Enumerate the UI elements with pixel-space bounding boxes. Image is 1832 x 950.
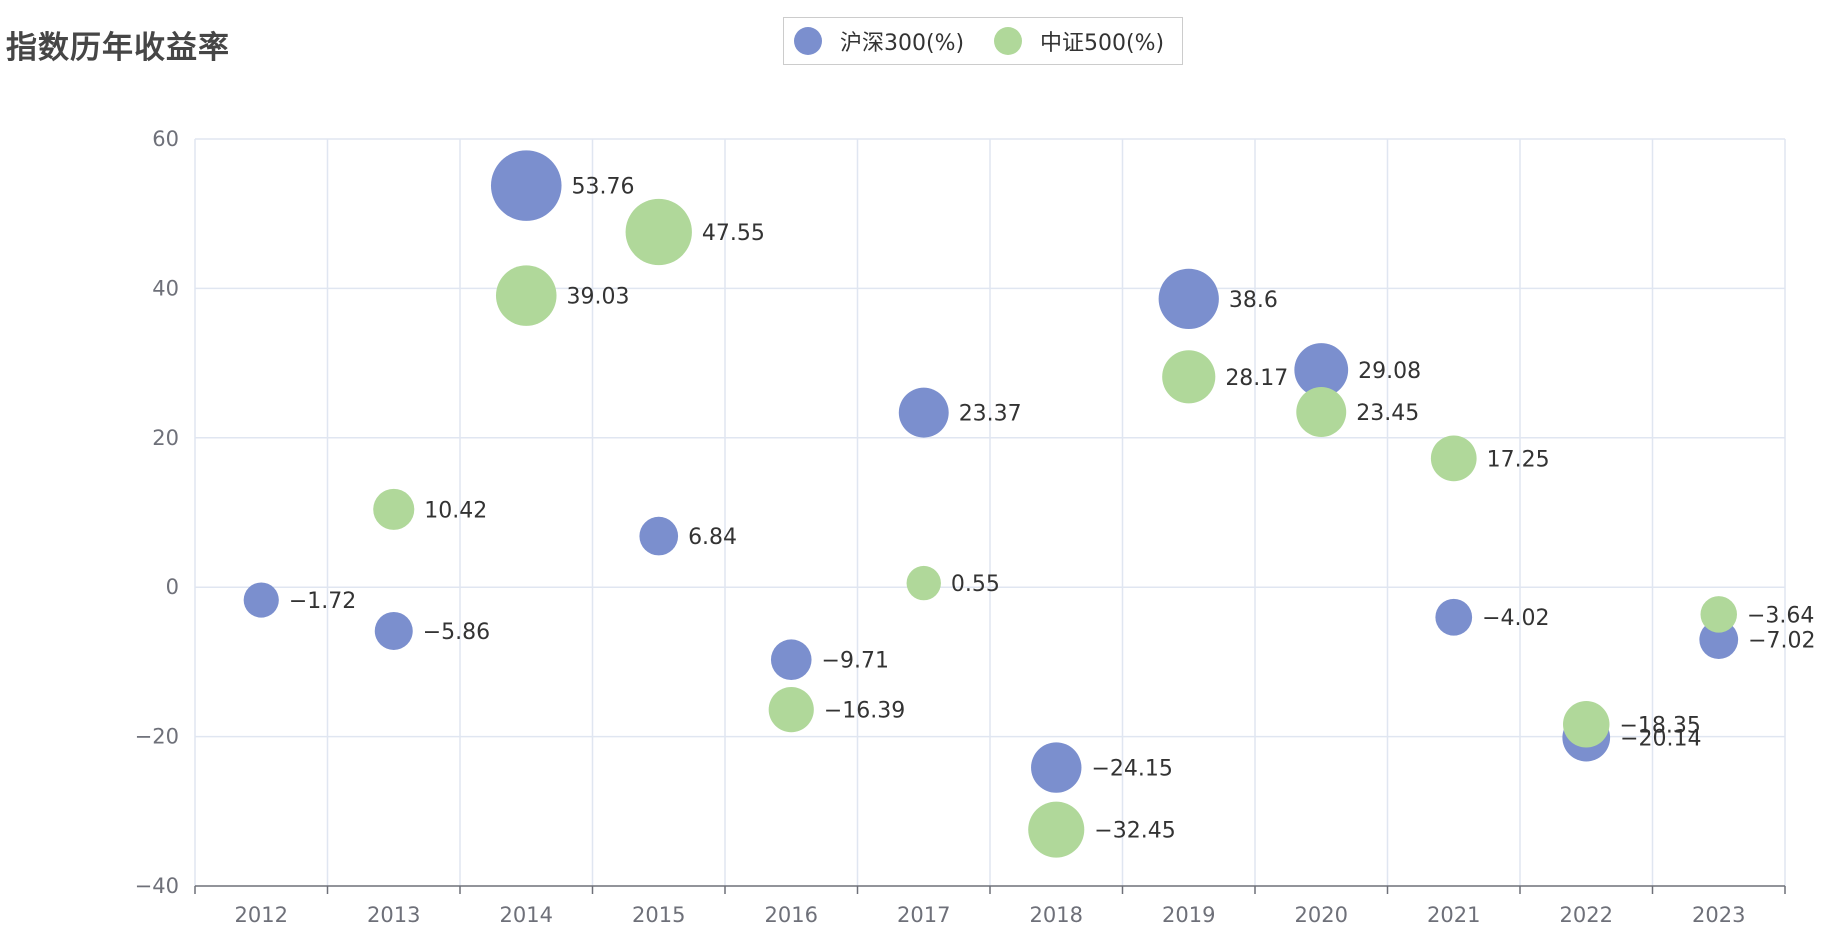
x-tick-label: 2019 (1162, 903, 1215, 927)
legend-item-csi500[interactable]: 中证500(%) (994, 18, 1164, 64)
data-label: 38.6 (1229, 288, 1278, 313)
data-label: −5.86 (423, 620, 490, 645)
data-label: 29.08 (1358, 359, 1421, 384)
legend-label-csi500: 中证500(%) (1040, 31, 1165, 56)
data-point[interactable] (1430, 435, 1477, 482)
legend-item-csi300[interactable]: 沪深300(%) (794, 18, 964, 64)
data-label: 10.42 (424, 498, 487, 523)
data-label: 28.17 (1225, 366, 1288, 391)
data-point[interactable] (373, 488, 415, 530)
x-tick-label: 2014 (500, 903, 553, 927)
legend: 沪深300(%) 中证500(%) (783, 17, 1183, 65)
data-point[interactable] (898, 387, 949, 438)
legend-swatch-csi500 (994, 27, 1022, 55)
series-csi500 (373, 198, 1737, 858)
data-label: −3.64 (1747, 603, 1814, 628)
x-tick-label: 2023 (1692, 903, 1745, 927)
data-label: 47.55 (702, 221, 765, 246)
data-point[interactable] (1294, 343, 1349, 397)
data-label: 6.84 (688, 525, 737, 550)
y-tick-label: 0 (166, 575, 179, 599)
data-point[interactable] (1158, 268, 1219, 329)
data-point[interactable] (243, 582, 279, 618)
legend-label-csi300: 沪深300(%) (840, 31, 965, 56)
data-point[interactable] (1162, 350, 1216, 404)
data-label: −20.14 (1620, 727, 1701, 752)
x-tick-label: 2016 (765, 903, 818, 927)
x-tick-label: 2017 (897, 903, 950, 927)
data-point[interactable] (625, 198, 692, 266)
y-tick-label: −40 (135, 874, 179, 898)
data-label: 23.37 (959, 402, 1022, 427)
data-point[interactable] (1031, 742, 1082, 793)
x-tick-label: 2018 (1030, 903, 1083, 927)
x-tick-label: 2012 (235, 903, 288, 927)
data-label: 17.25 (1487, 447, 1550, 472)
legend-swatch-csi300 (794, 27, 822, 55)
chart-title: 指数历年收益率 (6, 30, 230, 66)
x-tick-label: 2020 (1295, 903, 1348, 927)
data-point[interactable] (490, 150, 562, 221)
data-label: −32.45 (1094, 819, 1175, 844)
data-point[interactable] (1563, 701, 1610, 748)
grid-lines (194, 138, 1786, 886)
data-label: −24.15 (1091, 757, 1172, 782)
data-point[interactable] (495, 265, 557, 326)
data-label: −1.72 (289, 589, 356, 614)
data-point[interactable] (906, 565, 941, 601)
data-point[interactable] (768, 687, 814, 733)
y-tick-label: −20 (135, 725, 179, 749)
x-tick-label: 2022 (1560, 903, 1613, 927)
x-tick-label: 2021 (1427, 903, 1480, 927)
data-label: −18.35 (1619, 713, 1700, 738)
data-label: 53.76 (572, 175, 635, 200)
data-point[interactable] (1028, 801, 1085, 858)
data-point[interactable] (1435, 598, 1473, 636)
data-point[interactable] (1700, 596, 1737, 633)
y-tick-label: 40 (152, 276, 179, 300)
data-point[interactable] (770, 639, 812, 681)
data-label: 23.45 (1356, 401, 1419, 426)
x-tick-label: 2015 (632, 903, 685, 927)
data-label: −9.71 (822, 649, 889, 674)
data-point[interactable] (639, 516, 679, 556)
data-label: 0.55 (951, 572, 1000, 597)
y-tick-label: 60 (152, 127, 179, 151)
data-point[interactable] (1296, 387, 1347, 438)
y-tick-label: 20 (152, 426, 179, 450)
data-label: −4.02 (1482, 606, 1549, 631)
data-label: −16.39 (824, 699, 905, 724)
data-label: 39.03 (567, 285, 630, 310)
x-tick-label: 2013 (367, 903, 420, 927)
data-point[interactable] (374, 611, 413, 650)
data-label: −7.02 (1748, 629, 1815, 654)
data-point[interactable] (1699, 620, 1739, 660)
